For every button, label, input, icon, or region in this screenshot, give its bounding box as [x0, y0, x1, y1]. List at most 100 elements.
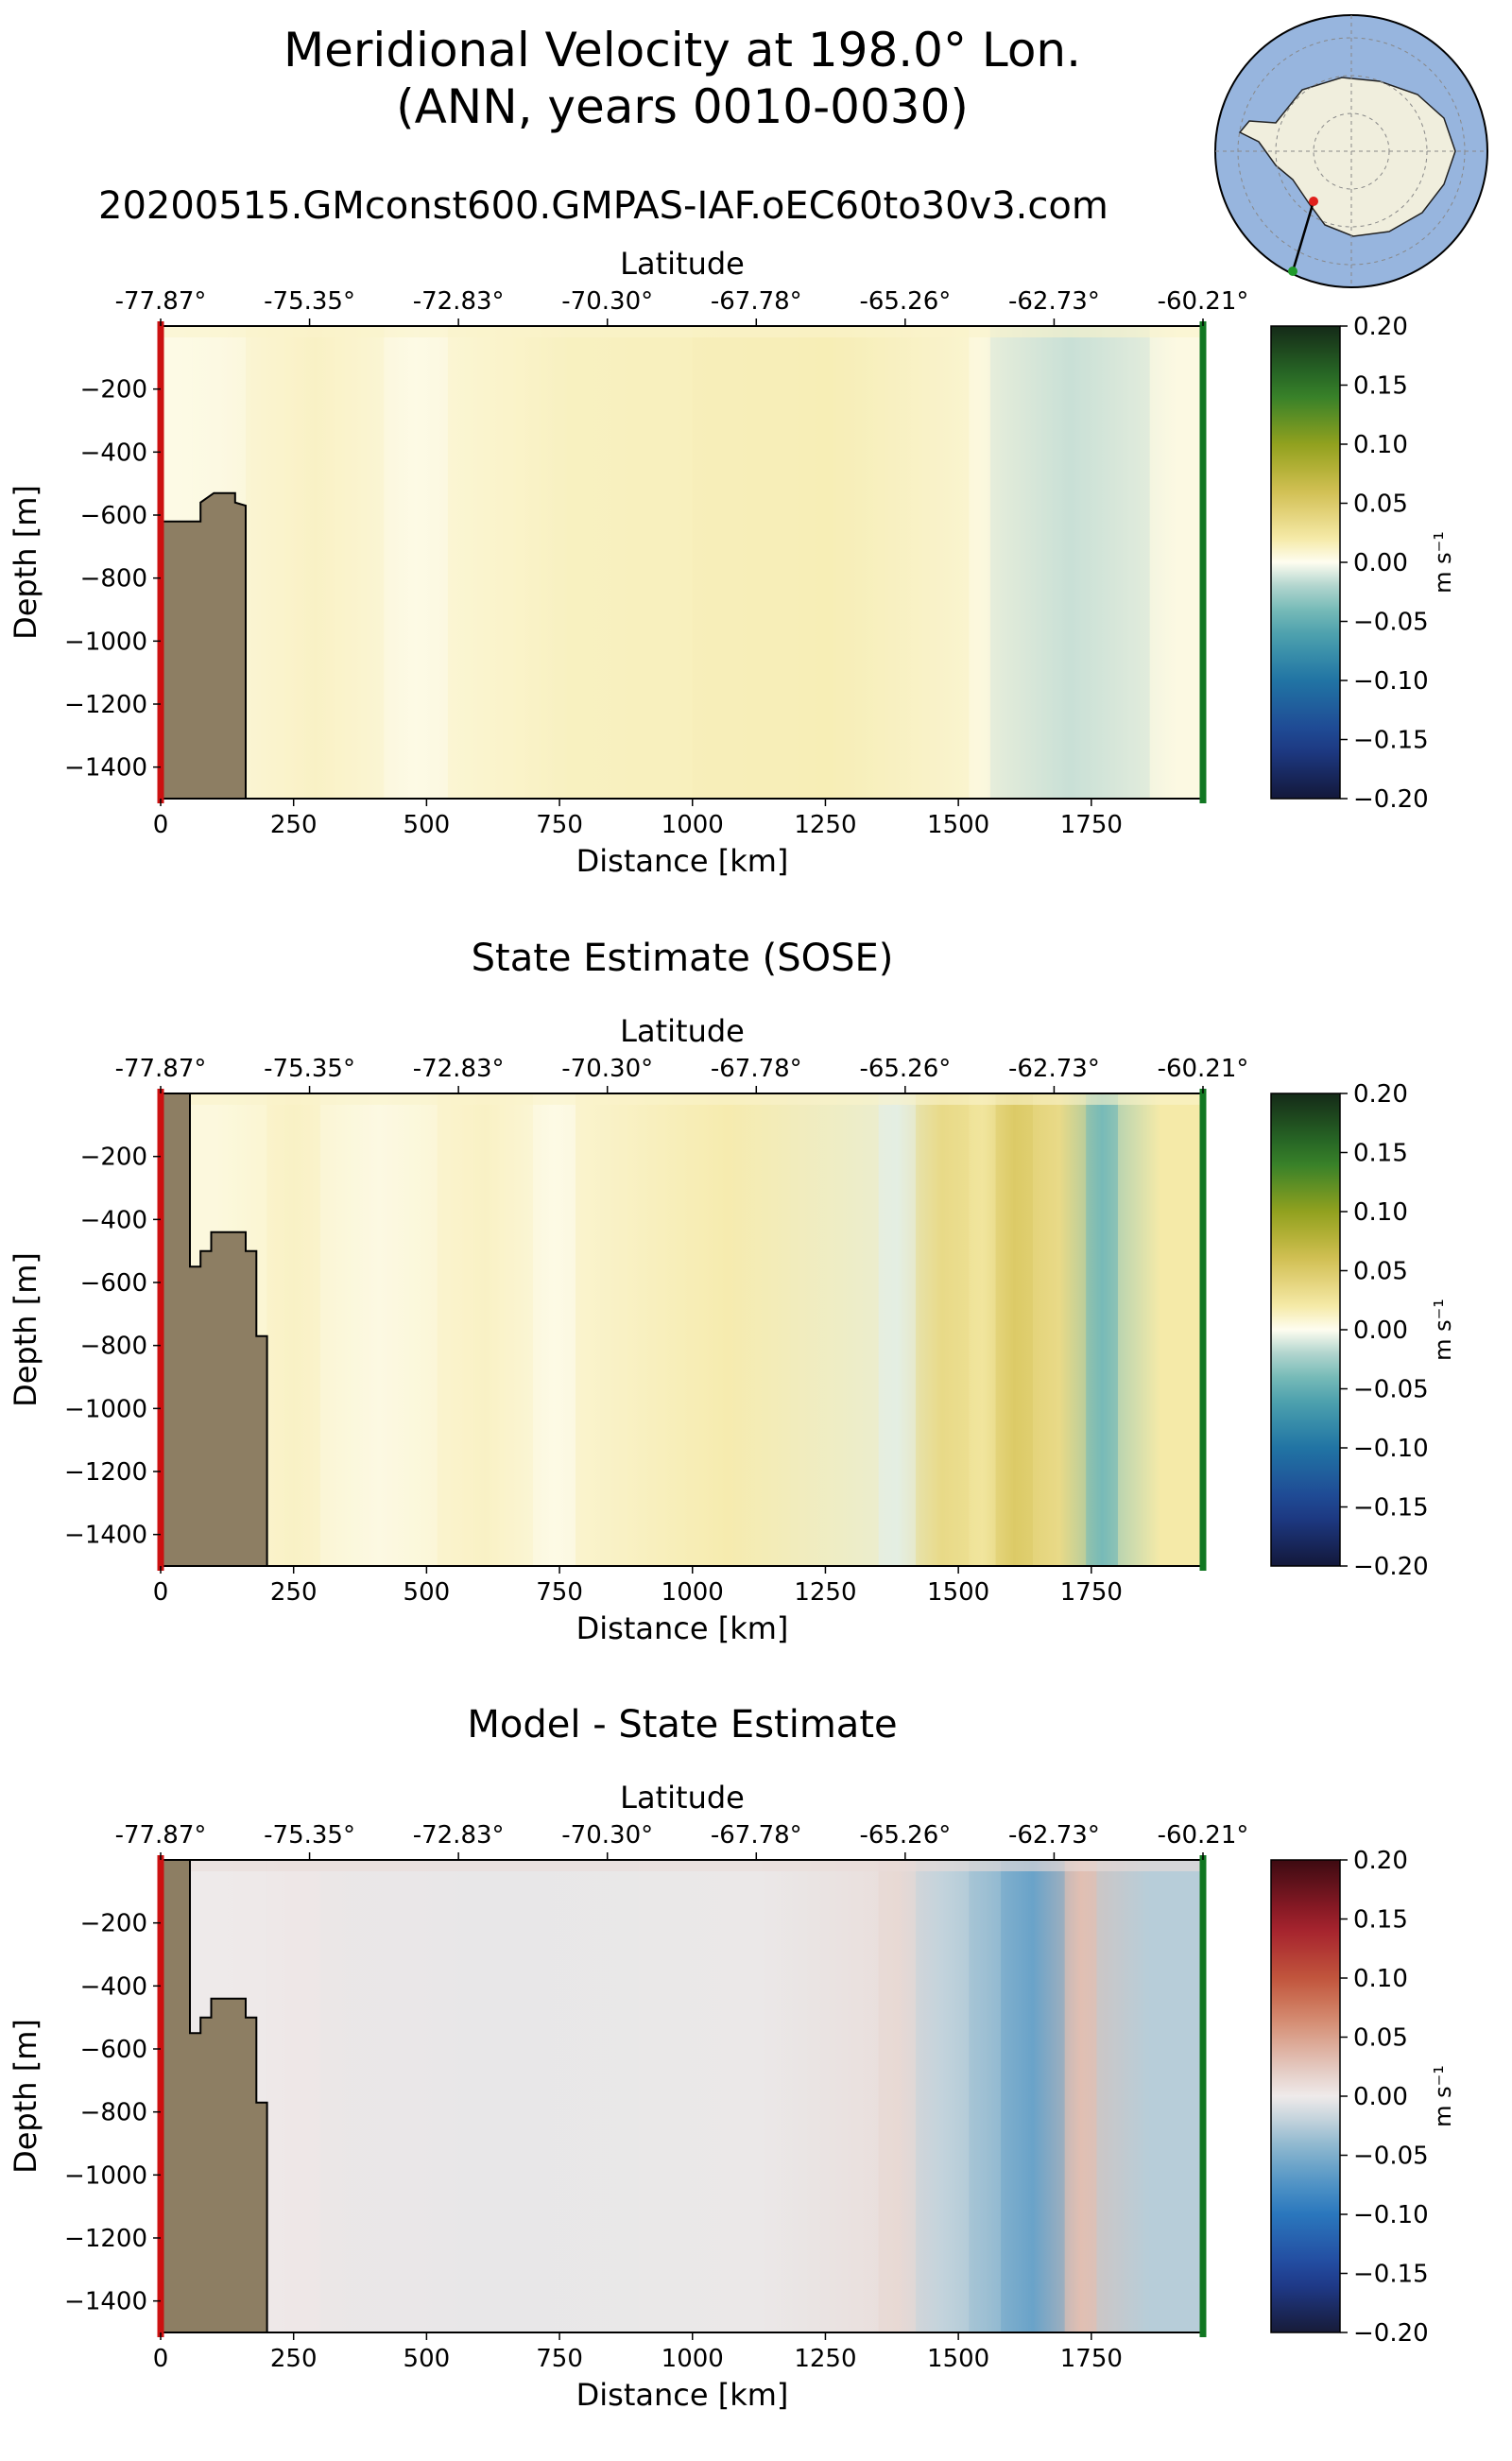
surface-layer — [161, 1093, 1203, 1105]
y-tick-label: −1200 — [64, 691, 147, 719]
y-axis-title: Depth [m] — [8, 485, 43, 640]
colorbar-tick-label: −0.20 — [1353, 785, 1429, 814]
y-tick-label: −1000 — [64, 2161, 147, 2190]
colorbar-tick-label: 0.05 — [1353, 2024, 1408, 2053]
y-tick-label: −800 — [80, 2099, 147, 2127]
lat-tick-label: -62.73° — [1008, 287, 1100, 316]
surface-layer — [161, 326, 1203, 337]
lat-tick-label: -75.35° — [264, 287, 355, 316]
y-tick-label: −1000 — [64, 628, 147, 656]
x-tick-label: 0 — [153, 1578, 169, 1607]
x-tick-label: 500 — [404, 811, 451, 839]
x-tick-label: 1250 — [794, 811, 856, 839]
x-axis-title: Distance [km] — [576, 843, 789, 879]
colorbar — [1270, 1859, 1341, 2333]
velocity-column — [266, 1093, 320, 1566]
y-tick-label: −1400 — [64, 2288, 147, 2316]
lat-tick-label: -60.21° — [1158, 1821, 1249, 1850]
colorbar-tick-label: 0.15 — [1353, 1140, 1408, 1168]
velocity-field — [161, 1860, 1203, 2332]
y-tick-label: −200 — [80, 1144, 147, 1172]
top-axis-title: Latitude — [620, 246, 745, 282]
velocity-field-fill — [161, 1093, 1203, 1566]
y-tick-label: −400 — [80, 439, 147, 467]
antarctic-location-map — [1214, 14, 1488, 288]
lat-tick-label: -70.30° — [561, 1821, 653, 1850]
inset-antarctica-landmass — [1238, 77, 1456, 237]
x-tick-label: 0 — [153, 811, 169, 839]
velocity-column — [878, 1093, 917, 1566]
x-tick-label: 1750 — [1060, 811, 1123, 839]
lat-tick-label: -70.30° — [561, 1055, 653, 1083]
velocity-column — [639, 1860, 879, 2332]
panel-model: 0 250 500 750 1000 1250 1500 1750 Distance [km] -… — [8, 246, 1456, 879]
top-axis-title: Latitude — [620, 1780, 745, 1816]
x-tick-label: 1750 — [1060, 1578, 1123, 1607]
colorbar-unit-label: m s⁻¹ — [1430, 1299, 1456, 1361]
velocity-column — [969, 326, 990, 799]
colorbar-tick-label: −0.05 — [1353, 609, 1429, 637]
colorbar-unit-label: m s⁻¹ — [1430, 2065, 1456, 2127]
top-axis-title: Latitude — [620, 1013, 745, 1049]
x-tick-label: 500 — [404, 2345, 451, 2373]
velocity-column — [1064, 1860, 1097, 2332]
velocity-column — [319, 1093, 438, 1566]
x-tick-label: 750 — [536, 1578, 583, 1607]
lat-tick-label: -77.87° — [115, 287, 207, 316]
colorbar-tick-label: 0.15 — [1353, 1906, 1408, 1935]
panel-model-minus-state-estimate: Model - State Estimate 0 250 500 750 1000 1250… — [8, 1703, 1456, 2413]
colorbar-tick-label: 0.20 — [1353, 1080, 1408, 1109]
colorbar-tick-label: 0.15 — [1353, 372, 1408, 401]
y-tick-label: −400 — [80, 1206, 147, 1234]
velocity-column — [1001, 1860, 1065, 2332]
velocity-column — [319, 1860, 640, 2332]
x-axis-title: Distance [km] — [576, 2377, 789, 2413]
y-tick-label: −1200 — [64, 2225, 147, 2253]
colorbar-tick-label: −0.15 — [1353, 727, 1429, 755]
x-tick-label: 1000 — [662, 811, 724, 839]
velocity-column — [1032, 1093, 1087, 1566]
inset-transect-end — [1288, 267, 1297, 276]
velocity-column — [995, 1093, 1033, 1566]
colorbar-tick-label: 0.00 — [1353, 2083, 1408, 2111]
y-tick-label: −1200 — [64, 1458, 147, 1487]
colorbar-unit-label: m s⁻¹ — [1430, 531, 1456, 594]
velocity-column — [692, 326, 970, 799]
colorbar — [1270, 1093, 1341, 1567]
figure-title-line-2: (ANN, years 0010-0030) — [396, 79, 969, 134]
colorbar-tick-label: 0.20 — [1353, 313, 1408, 341]
velocity-column — [969, 1860, 1002, 2332]
velocity-field-fill — [161, 1860, 1203, 2332]
inset-transect-line — [1291, 200, 1315, 272]
velocity-column — [1149, 326, 1203, 799]
lat-tick-label: -77.87° — [115, 1055, 207, 1083]
x-tick-label: 0 — [153, 2345, 169, 2373]
lat-tick-label: -75.35° — [264, 1821, 355, 1850]
colorbar-tick-label: 0.10 — [1353, 431, 1408, 459]
y-tick-label: −200 — [80, 376, 147, 404]
x-tick-label: 750 — [536, 2345, 583, 2373]
inset-transect-start — [1309, 197, 1318, 206]
surface-layer — [161, 1860, 1203, 1871]
figure-title-line-1: Meridional Velocity at 198.0° Lon. — [284, 23, 1081, 77]
lat-tick-label: -65.26° — [859, 287, 951, 316]
velocity-column — [989, 326, 1150, 799]
bathymetry-land — [160, 1093, 268, 1567]
lat-tick-label: -70.30° — [561, 287, 653, 316]
colorbar-tick-label: 0.10 — [1353, 1965, 1408, 1993]
velocity-column — [1117, 1093, 1203, 1566]
colorbar-tick-label: −0.15 — [1353, 2261, 1429, 2289]
lat-tick-label: -67.78° — [711, 1055, 802, 1083]
x-tick-label: 250 — [270, 2345, 318, 2373]
colorbar-tick-label: 0.00 — [1353, 1317, 1408, 1345]
x-tick-label: 1500 — [927, 811, 989, 839]
x-tick-label: 1000 — [662, 2345, 724, 2373]
velocity-column — [916, 1860, 970, 2332]
lat-tick-label: -77.87° — [115, 1821, 207, 1850]
y-tick-label: −800 — [80, 565, 147, 594]
bathymetry-land — [160, 1859, 268, 2333]
panel-state-estimate: State Estimate (SOSE) 0 250 500 750 1000 1250 1… — [8, 937, 1456, 1646]
colorbar-tick-label: −0.20 — [1353, 2319, 1429, 2348]
lat-tick-label: -67.78° — [711, 287, 802, 316]
